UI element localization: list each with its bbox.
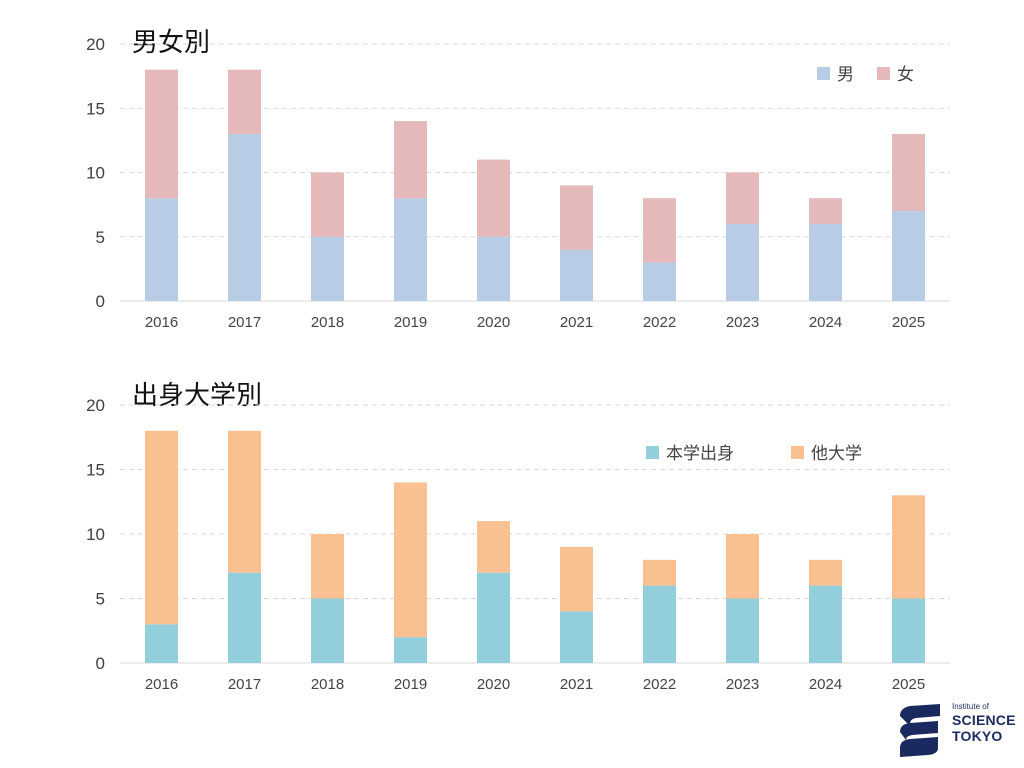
bar-2016-series-0 <box>145 624 178 663</box>
x-tick-label: 2018 <box>311 676 344 693</box>
y-tick-label: 5 <box>96 228 105 247</box>
bar-2017-series-1 <box>228 69 261 134</box>
legend-swatch <box>817 67 830 80</box>
bar-2019-series-0 <box>394 198 427 301</box>
bar-2025-series-0 <box>892 598 925 663</box>
x-tick-label: 2022 <box>643 676 676 693</box>
bar-2017-series-0 <box>228 133 261 301</box>
y-tick-label: 20 <box>86 35 105 54</box>
x-tick-label: 2019 <box>394 314 427 331</box>
bar-2018-series-1 <box>311 172 344 237</box>
x-tick-label: 2024 <box>809 314 842 331</box>
x-tick-label: 2017 <box>228 676 261 693</box>
x-tick-label: 2016 <box>145 314 178 331</box>
logo-text-line1: Institute of <box>952 702 989 711</box>
bar-2023-series-1 <box>726 172 759 224</box>
y-tick-label: 0 <box>96 292 105 311</box>
bar-2018-series-0 <box>311 598 344 663</box>
bar-2022-series-1 <box>643 198 676 263</box>
legend-label: 女 <box>897 65 914 85</box>
y-tick-label: 10 <box>86 525 105 544</box>
y-tick-label: 5 <box>96 590 105 609</box>
bar-2022-series-1 <box>643 559 676 586</box>
bar-2017-series-1 <box>228 430 261 573</box>
y-tick-label: 15 <box>86 99 105 118</box>
x-tick-label: 2024 <box>809 676 842 693</box>
bar-2016-series-1 <box>145 69 178 199</box>
bar-2019-series-1 <box>394 121 427 199</box>
chart-title-university: 出身大学別 <box>132 381 263 411</box>
y-tick-label: 15 <box>86 461 105 480</box>
bar-2025-series-1 <box>892 133 925 212</box>
bar-2025-series-1 <box>892 495 925 599</box>
bar-2017-series-0 <box>228 572 261 663</box>
x-tick-label: 2025 <box>892 314 925 331</box>
legend-label: 本学出身 <box>666 444 734 464</box>
y-tick-label: 10 <box>86 164 105 183</box>
x-tick-label: 2021 <box>560 314 593 331</box>
bar-2025-series-0 <box>892 211 925 301</box>
bar-2020-series-0 <box>477 572 510 663</box>
legend-swatch <box>646 446 659 459</box>
bar-2016-series-0 <box>145 198 178 301</box>
science-tokyo-logo: Institute of SCIENCE TOKYO <box>898 702 1018 758</box>
x-tick-label: 2020 <box>477 314 510 331</box>
bar-2018-series-0 <box>311 236 344 301</box>
bar-2020-series-1 <box>477 521 510 573</box>
x-tick-label: 2023 <box>726 676 759 693</box>
x-tick-label: 2019 <box>394 676 427 693</box>
bar-2022-series-0 <box>643 262 676 301</box>
bar-2020-series-0 <box>477 236 510 301</box>
bar-2021-series-0 <box>560 249 593 301</box>
x-tick-label: 2016 <box>145 676 178 693</box>
gender-bar-chart: 0 5 10 15 20 2016 2017 2018 2019 2020 2021 2022 2023… <box>86 35 950 331</box>
bar-2022-series-0 <box>643 585 676 663</box>
y-tick-label: 0 <box>96 654 105 673</box>
bar-2024-series-0 <box>809 585 842 663</box>
legend-label: 他大学 <box>811 444 862 464</box>
bar-2018-series-1 <box>311 534 344 599</box>
bar-2023-series-0 <box>726 598 759 663</box>
bar-2023-series-0 <box>726 223 759 301</box>
bar-2016-series-1 <box>145 430 178 625</box>
bar-2024-series-1 <box>809 559 842 586</box>
bar-2019-series-0 <box>394 637 427 663</box>
legend-swatch <box>791 446 804 459</box>
university-bar-chart: 0 5 10 15 20 2016 2017 2018 2019 2020 2021 2022 2023… <box>86 396 950 693</box>
logo-text-line3: TOKYO <box>952 728 1003 744</box>
x-tick-label: 2025 <box>892 676 925 693</box>
y-tick-label: 20 <box>86 396 105 415</box>
x-tick-label: 2022 <box>643 314 676 331</box>
bar-2021-series-0 <box>560 611 593 663</box>
legend-label: 男 <box>837 65 854 85</box>
chart-title-gender: 男女別 <box>132 28 211 58</box>
bar-2024-series-0 <box>809 223 842 301</box>
x-tick-label: 2023 <box>726 314 759 331</box>
logo-text-line2: SCIENCE <box>952 712 1016 728</box>
legend-swatch <box>877 67 890 80</box>
x-tick-label: 2018 <box>311 314 344 331</box>
bar-2020-series-1 <box>477 159 510 237</box>
x-tick-label: 2021 <box>560 676 593 693</box>
logo-mark-icon <box>900 704 940 757</box>
bar-2021-series-1 <box>560 546 593 612</box>
x-tick-label: 2020 <box>477 676 510 693</box>
bar-2019-series-1 <box>394 482 427 638</box>
x-tick-label: 2017 <box>228 314 261 331</box>
bar-2023-series-1 <box>726 534 759 599</box>
bar-2024-series-1 <box>809 198 842 224</box>
bar-2021-series-1 <box>560 185 593 250</box>
